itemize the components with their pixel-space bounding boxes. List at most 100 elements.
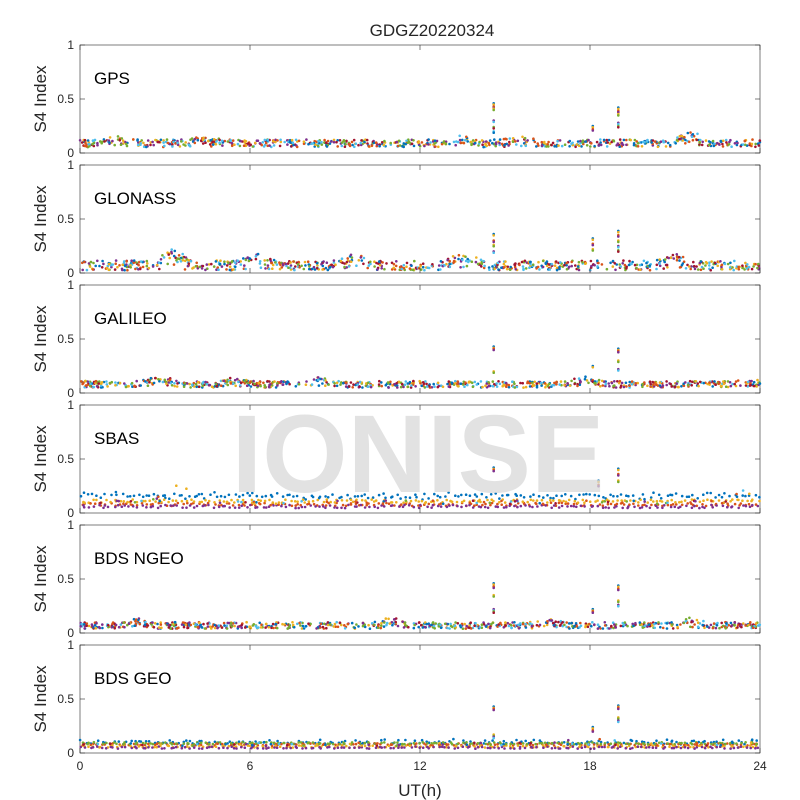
data-point [689,625,692,629]
data-point [518,741,521,745]
data-point [271,263,275,267]
data-point [625,500,628,503]
data-point [537,260,540,264]
data-point [402,266,406,270]
data-point [421,626,425,629]
data-point [273,746,276,749]
data-point [517,627,521,630]
data-point [114,490,118,494]
data-point [196,625,200,629]
data-point [515,385,519,389]
data-point [323,138,326,142]
data-point [640,623,643,626]
data-point [360,139,363,142]
data-point [742,745,745,749]
data-point [592,747,596,750]
data-point [588,493,591,496]
data-point [461,138,464,142]
axes-box [79,164,761,274]
data-point [560,144,564,148]
data-point [111,263,115,266]
data-point [718,626,721,630]
data-point [360,259,364,262]
data-point [649,382,652,386]
data-point [385,262,388,265]
data-point [580,145,583,148]
data-point [249,143,252,146]
data-point [196,380,200,384]
data-point [378,379,381,383]
data-point [397,738,400,742]
data-point [515,494,518,498]
data-point [419,623,423,627]
data-point [640,145,644,148]
data-point [550,143,553,147]
data-point [480,139,484,142]
data-point [206,267,209,271]
data-point [264,626,267,629]
data-point [623,263,627,267]
data-point [488,626,492,630]
data-point [327,501,331,505]
data-point [373,623,376,627]
data-point [691,138,695,142]
data-point [304,498,308,501]
data-point [235,741,238,745]
data-point [619,493,623,496]
data-point [239,381,243,385]
data-point [533,140,537,144]
data-point [82,623,86,626]
data-point [335,620,339,624]
data-point [679,746,683,750]
data-point [175,259,178,262]
data-point [627,263,631,267]
data-point [200,500,204,504]
data-point [743,139,747,143]
data-point [380,384,384,388]
data-point [609,493,612,497]
data-point [325,626,328,630]
data-point [454,379,457,383]
data-point [160,747,164,750]
data-point [272,258,276,262]
data-point [301,624,305,628]
data-point [456,742,460,746]
data-point [606,500,610,504]
data-point [748,142,752,145]
data-point [200,267,204,270]
data-point [128,495,132,498]
data-point [220,626,224,629]
data-point [616,743,620,747]
data-point [326,742,330,745]
data-point [217,505,221,509]
data-point [610,381,614,385]
data-point [87,741,90,745]
data-point [106,264,110,268]
data-point [145,259,149,263]
data-point [593,493,597,497]
data-point [278,261,281,264]
data-point [647,623,651,626]
data-point [567,265,571,269]
data-point [295,743,298,746]
data-point [156,622,159,626]
data-point [189,259,193,263]
data-point [579,141,582,145]
data-point [477,144,480,147]
data-point [645,746,648,749]
data-point [489,493,493,496]
data-point [439,623,442,626]
panel-label: SBAS [94,429,139,448]
data-point [698,143,701,146]
data-point [147,494,151,498]
data-point [218,262,222,266]
data-points [78,102,762,149]
data-point [345,266,349,269]
data-point [709,491,712,495]
data-point [162,139,165,142]
data-point [373,620,377,624]
data-point [344,504,348,508]
data-point [338,742,342,746]
data-point [357,741,361,745]
data-point [451,254,455,258]
